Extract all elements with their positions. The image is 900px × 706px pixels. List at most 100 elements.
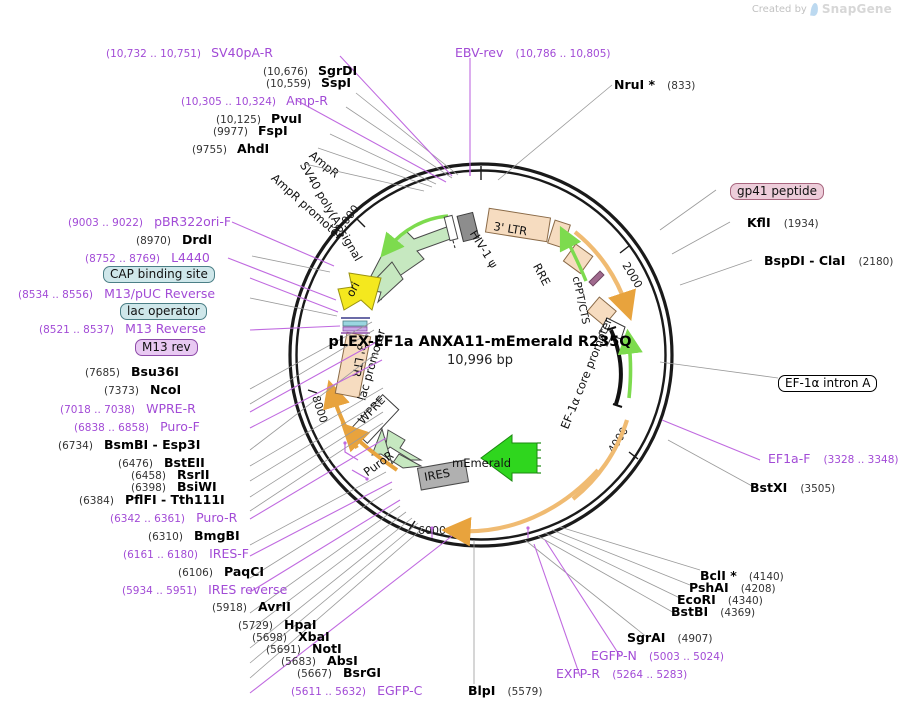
label-nrui[interactable]: NruI * (833) [614, 76, 695, 92]
label-ahdi[interactable]: (9755) AhdI [192, 140, 269, 156]
label-name: SgrAI [627, 630, 666, 645]
label-name: PshAI [689, 580, 729, 595]
label-xbai[interactable]: (5698) XbaI [252, 628, 330, 644]
label-bmgbi[interactable]: (6310) BmgBI [148, 527, 240, 543]
label-rsrii[interactable]: (6458) RsrII [131, 466, 210, 482]
leader-lines-violet [227, 55, 761, 694]
label-puro-f[interactable]: (6838 .. 6858) Puro-F [74, 418, 200, 434]
label-egfp-c[interactable]: (5611 .. 5632) EGFP-C [291, 682, 422, 698]
plasmid-size: 10,996 bp [446, 353, 514, 368]
label-amp-r[interactable]: (10,305 .. 10,324) Amp-R [181, 92, 328, 108]
label-name: NruI * [614, 77, 656, 92]
label-name: gp41 peptide [730, 183, 824, 200]
label-blpi[interactable]: BlpI (5579) [468, 682, 542, 698]
label-pos: (8970) [136, 235, 171, 247]
label-pos: (5918) [212, 602, 247, 614]
feature-arc-orange-bottom [441, 468, 600, 547]
label-pos: (5698) [252, 632, 287, 644]
label-pshai[interactable]: PshAI (4208) [689, 579, 776, 595]
label-fspi[interactable]: (9977) FspI [213, 122, 288, 138]
label-bstei[interactable]: (6476) BstEII [118, 454, 205, 470]
label-ef1a-intron-a[interactable]: EF-1α intron A [778, 374, 878, 392]
feature-arc-orange-upper-right [573, 230, 636, 321]
label-name: PflFI - Tth111I [125, 492, 225, 507]
label-name: pBR322ori-F [154, 214, 232, 229]
label-name: BspDI - ClaI [764, 253, 846, 268]
label-name: SgrDI [318, 63, 358, 78]
label-bstbi[interactable]: BstBI (4369) [671, 603, 755, 619]
label-pos: (8752 .. 8769) [85, 253, 160, 265]
feature-ori [337, 272, 382, 311]
label-pos: (6398) [131, 482, 166, 494]
label-pos: (10,786 .. 10,805) [515, 48, 611, 60]
label-bsrgi[interactable]: (5667) BsrGI [297, 664, 381, 680]
label-pos: (833) [667, 80, 696, 92]
label-bstxi[interactable]: BstXI (3505) [750, 479, 835, 495]
label-name: M13 rev [135, 339, 198, 356]
label-name: NcoI [150, 382, 182, 397]
label-absi[interactable]: (5683) AbsI [281, 652, 358, 668]
label-m13-puc-reverse[interactable]: (8534 .. 8556) M13/pUC Reverse [18, 285, 215, 301]
label-pflfi-tth111i[interactable]: (6384) PflFI - Tth111I [79, 491, 225, 507]
label-pos: (4369) [720, 607, 756, 619]
label-avrii[interactable]: (5918) AvrII [212, 598, 291, 614]
label-ires-f[interactable]: (6161 .. 6180) IRES-F [123, 545, 249, 561]
label-bspdi-clai[interactable]: BspDI - ClaI (2180) [764, 252, 893, 268]
label-ires-reverse[interactable]: (5934 .. 5951) IRES reverse [122, 581, 287, 597]
feature-arc-orange-left-1 [340, 422, 399, 472]
label-sgrai[interactable]: SgrAI (4907) [627, 629, 712, 645]
label-paqci[interactable]: (6106) PaqCI [178, 563, 264, 579]
label-m13-rev[interactable]: M13 rev [135, 338, 198, 356]
label-name: AbsI [327, 653, 358, 668]
feature-3prime-ltr-top: 3' LTR [484, 207, 571, 249]
feature-ef1a-core-promoter-arc [609, 329, 623, 405]
label-drdi[interactable]: (8970) DrdI [136, 231, 212, 247]
label-wpre-r[interactable]: (7018 .. 7038) WPRE-R [60, 400, 196, 416]
label-name: IRES-F [209, 546, 249, 561]
label-ef1a-f[interactable]: EF1a-F (3328 .. 3348) [768, 450, 899, 466]
label-l4440[interactable]: (8752 .. 8769) L4440 [85, 249, 210, 265]
label-sv40pa-r[interactable]: (10,732 .. 10,751) SV40pA-R [106, 44, 273, 60]
label-pos: (1934) [783, 218, 819, 230]
primer-ticks [343, 166, 530, 538]
feature-hiv1-psi-box [562, 243, 594, 275]
label-pos: (5683) [281, 656, 316, 668]
label-pos: (4907) [677, 633, 713, 645]
label-pos: (5611 .. 5632) [291, 686, 366, 698]
label-pos: (7373) [104, 385, 139, 397]
label-pos: (6384) [79, 495, 114, 507]
label-ecori[interactable]: EcoRI (4340) [677, 591, 763, 607]
label-noti[interactable]: (5691) NotI [266, 640, 342, 656]
label-bsiwi[interactable]: (6398) BsiWI [131, 478, 217, 494]
label-ncoi[interactable]: (7373) NcoI [104, 381, 181, 397]
label-exfp-r[interactable]: EXFP-R (5264 .. 5283) [556, 665, 687, 681]
label-sgrdi[interactable]: (10,676) SgrDI [263, 62, 357, 78]
label-bsu36i[interactable]: (7685) Bsu36I [85, 363, 179, 379]
label-pvui[interactable]: (10,125) PvuI [216, 110, 302, 126]
label-egfp-n[interactable]: EGFP-N (5003 .. 5024) [591, 647, 724, 663]
svg-text:ori: ori [343, 279, 362, 299]
label-name: Puro-F [160, 419, 200, 434]
label-name: BstEII [164, 455, 205, 470]
label-name: RsrII [177, 467, 210, 482]
label-pos: (6342 .. 6361) [110, 513, 185, 525]
label-bcli[interactable]: BclI * (4140) [700, 567, 784, 583]
label-pos: (7685) [85, 367, 120, 379]
label-cap-binding-site[interactable]: CAP binding site [103, 265, 215, 283]
label-hpai[interactable]: (5729) HpaI [238, 616, 317, 632]
label-name: AvrII [258, 599, 291, 614]
label-name: IRES reverse [208, 582, 288, 597]
svg-text:IRES: IRES [423, 466, 451, 484]
label-pbr322ori-f[interactable]: (9003 .. 9022) pBR322ori-F [68, 213, 231, 229]
label-m13-reverse[interactable]: (8521 .. 8537) M13 Reverse [39, 320, 206, 336]
label-gp41-peptide[interactable]: gp41 peptide [730, 182, 824, 200]
label-kfli[interactable]: KflI (1934) [747, 214, 819, 230]
label-name: BsiWI [177, 479, 217, 494]
label-sspi[interactable]: (10,559) SspI [266, 74, 351, 90]
label-ebv-rev[interactable]: EBV-rev (10,786 .. 10,805) [455, 44, 611, 60]
label-lac-operator[interactable]: lac operator [120, 302, 207, 320]
label-name: AhdI [237, 141, 270, 156]
label-puro-r[interactable]: (6342 .. 6361) Puro-R [110, 509, 237, 525]
label-bsmbi-esp3i[interactable]: (6734) BsmBI - Esp3I [58, 436, 200, 452]
label-name: EGFP-N [591, 648, 637, 663]
